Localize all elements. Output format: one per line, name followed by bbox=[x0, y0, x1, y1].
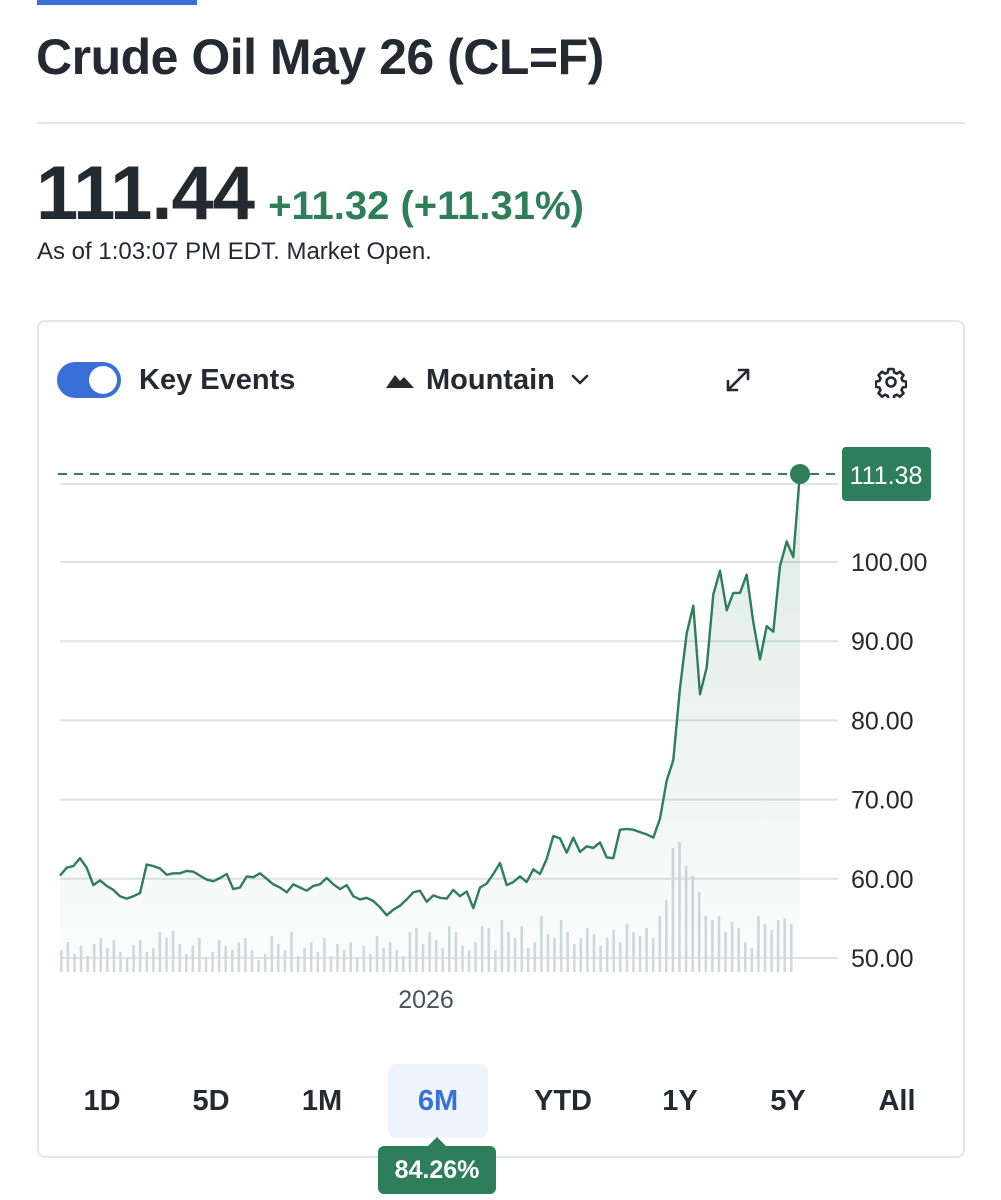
volume-bar bbox=[750, 948, 754, 972]
active-tab-indicator bbox=[37, 0, 197, 5]
volume-bar bbox=[86, 956, 89, 972]
y-tick-label: 90.00 bbox=[851, 628, 914, 656]
chart-type-dropdown[interactable]: Mountain bbox=[386, 362, 589, 398]
volume-bar bbox=[250, 950, 254, 972]
volume-bar bbox=[441, 948, 444, 972]
price-line bbox=[59, 471, 802, 917]
y-tick-label: 50.00 bbox=[851, 945, 914, 973]
chevron-down-icon bbox=[571, 374, 589, 385]
range-1m[interactable]: 1M bbox=[301, 1084, 343, 1117]
volume-bar bbox=[599, 946, 602, 972]
last-price-label: 111.38 bbox=[850, 462, 923, 490]
volume-bar bbox=[395, 950, 398, 972]
volume-bar bbox=[494, 950, 497, 972]
key-events-toggle[interactable] bbox=[57, 362, 121, 398]
volume-bar bbox=[382, 948, 385, 972]
volume-bar bbox=[526, 948, 530, 972]
header-divider bbox=[37, 122, 965, 124]
volume-bar bbox=[296, 956, 300, 972]
gear-icon[interactable] bbox=[875, 366, 907, 398]
x-tick-label: 2026 bbox=[398, 986, 454, 1014]
volume-bar bbox=[316, 952, 320, 972]
price-change: +11.32 (+11.31%) bbox=[268, 184, 584, 228]
chart-type-label: Mountain bbox=[426, 363, 555, 396]
range-selector: 1D 5D 1M 6M YTD 1Y 5Y All bbox=[48, 1064, 952, 1138]
volume-bar bbox=[185, 954, 188, 972]
range-5y[interactable]: 5Y bbox=[770, 1084, 806, 1117]
volume-bar bbox=[263, 954, 267, 972]
last-price-marker bbox=[790, 464, 810, 484]
range-ytd[interactable]: YTD bbox=[534, 1084, 592, 1117]
y-tick-label: 70.00 bbox=[851, 787, 914, 815]
volume-bar bbox=[132, 945, 135, 972]
volume-bar bbox=[211, 952, 214, 972]
key-events-label: Key Events bbox=[139, 364, 296, 396]
volume-bar bbox=[257, 960, 260, 972]
price-row: 111.44 +11.32 (+11.31%) bbox=[36, 150, 584, 237]
volume-bar bbox=[467, 950, 471, 972]
price-area bbox=[60, 471, 800, 958]
expand-icon[interactable] bbox=[724, 366, 752, 394]
toggle-knob bbox=[89, 366, 117, 394]
volume-bar bbox=[369, 954, 372, 972]
volume-bar bbox=[145, 952, 149, 972]
price-chart[interactable]: 50.00 60.00 70.00 80.00 90.00 100.00 2026 111… bbox=[0, 0, 1001, 1060]
volume-bar bbox=[191, 946, 195, 972]
volume-bar bbox=[60, 950, 63, 972]
volume-bar bbox=[79, 946, 83, 972]
range-5d[interactable]: 5D bbox=[192, 1084, 230, 1117]
range-1d[interactable]: 1D bbox=[83, 1084, 121, 1117]
volume-bar bbox=[362, 946, 366, 972]
current-price: 111.44 bbox=[36, 151, 255, 236]
range-6m[interactable]: 6M bbox=[388, 1064, 488, 1138]
last-price-tag bbox=[842, 447, 931, 501]
volume-bar bbox=[125, 958, 129, 972]
volume-bar bbox=[283, 950, 287, 972]
volume-bar bbox=[106, 948, 109, 972]
volume-bar bbox=[204, 958, 208, 972]
volume-bar bbox=[342, 950, 346, 972]
volume-bar bbox=[355, 958, 359, 972]
chart-card bbox=[37, 320, 965, 1158]
volume-bar bbox=[231, 950, 234, 972]
y-tick-label: 100.00 bbox=[851, 549, 927, 577]
volume-bar bbox=[303, 948, 306, 972]
page-title: Crude Oil May 26 (CL=F) bbox=[36, 29, 604, 85]
y-tick-label: 80.00 bbox=[851, 707, 914, 735]
volume-bar bbox=[402, 956, 405, 972]
y-tick-label: 60.00 bbox=[851, 866, 914, 894]
volume-bar bbox=[152, 948, 155, 972]
range-1y[interactable]: 1Y bbox=[662, 1084, 698, 1117]
mountain-icon bbox=[386, 375, 414, 388]
volume-bar bbox=[119, 952, 122, 972]
range-all[interactable]: All bbox=[878, 1084, 916, 1117]
range-return-badge: 84.26% bbox=[378, 1137, 496, 1194]
volume-bar bbox=[73, 954, 76, 972]
market-status: As of 1:03:07 PM EDT. Market Open. bbox=[37, 238, 432, 265]
volume-bar bbox=[461, 946, 464, 972]
volume-bar bbox=[224, 946, 227, 972]
volume-bar bbox=[329, 956, 333, 972]
